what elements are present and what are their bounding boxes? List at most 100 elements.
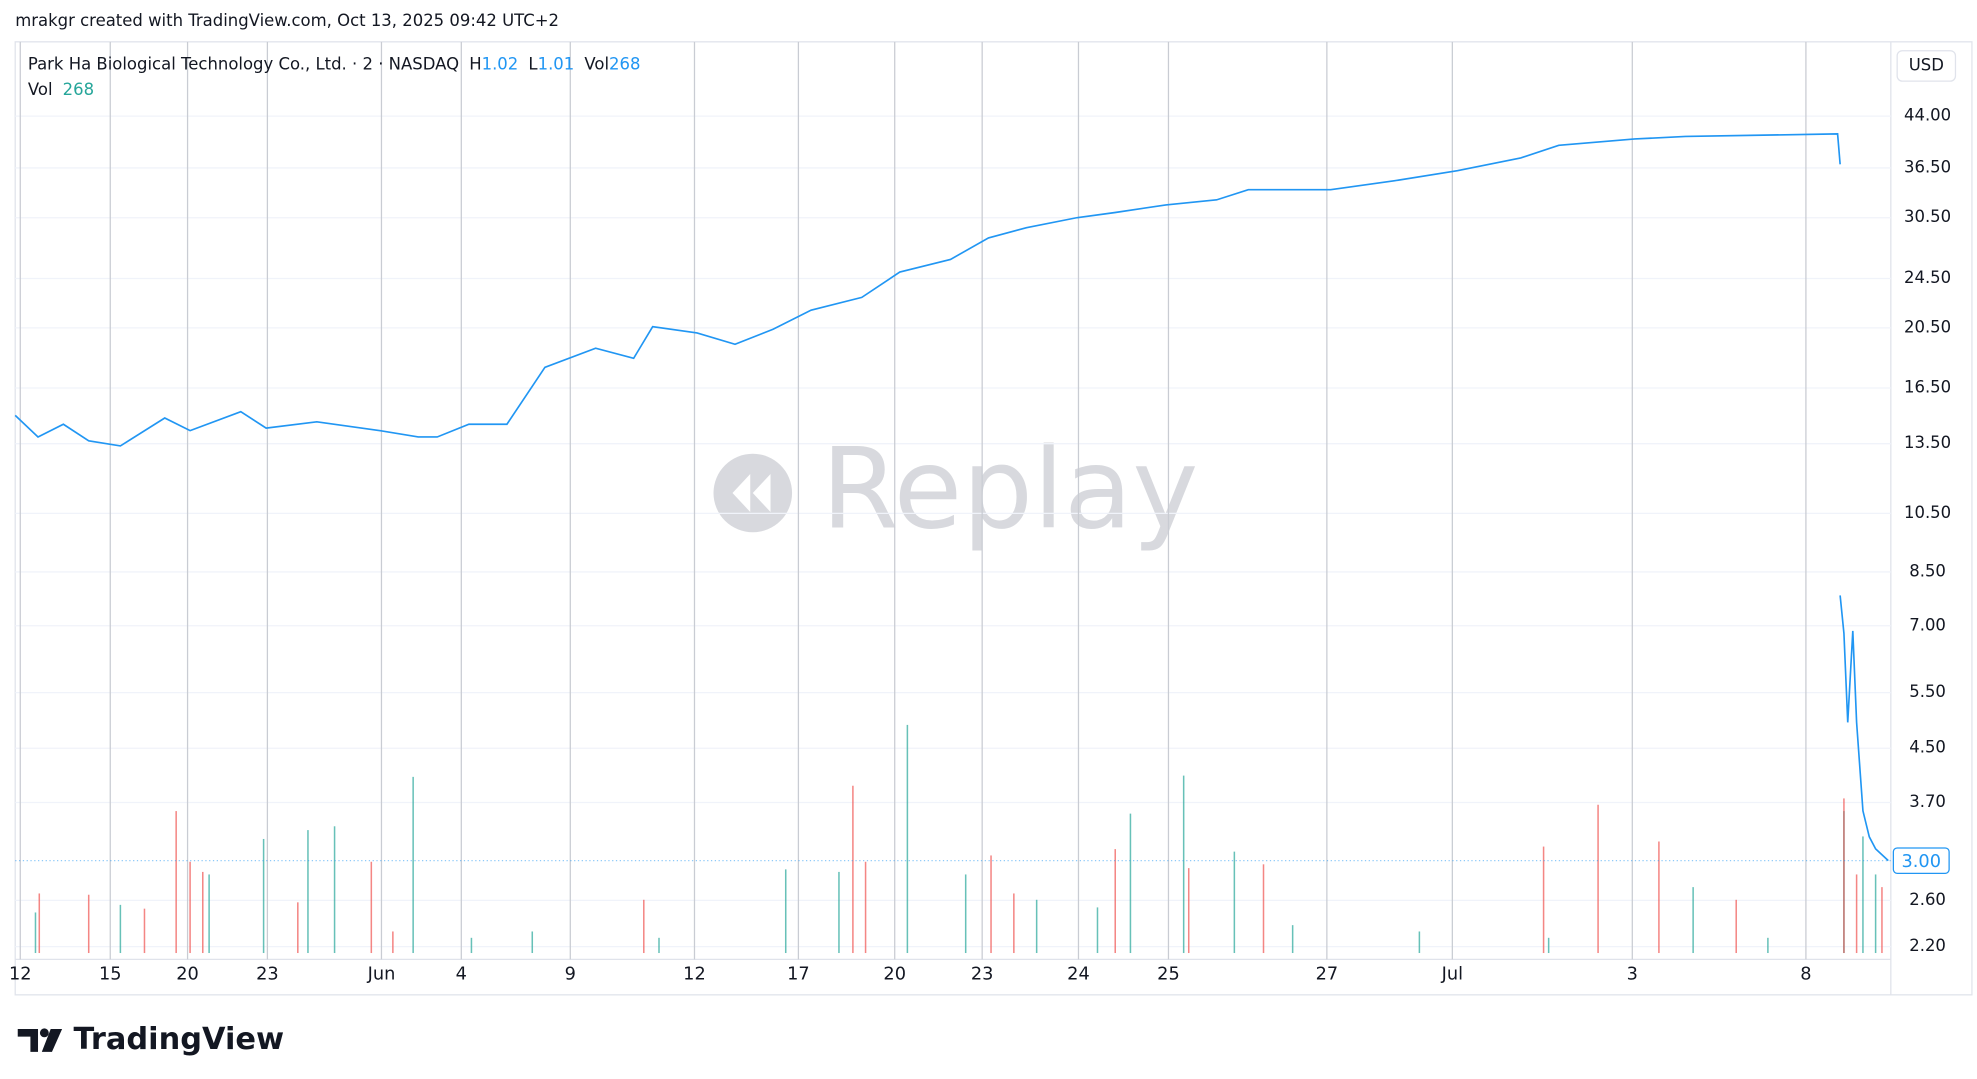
x-tick-label: 4 — [456, 965, 467, 985]
volume-legend: Vol 268 — [28, 79, 94, 98]
legend-line: Park Ha Biological Technology Co., Ltd. … — [28, 54, 641, 73]
x-tick-label: 25 — [1157, 965, 1180, 985]
logo-mark-slash — [41, 1029, 63, 1052]
volume-bar — [658, 937, 660, 954]
logo-mark-dot — [39, 1028, 49, 1038]
volume-bar — [333, 826, 336, 954]
volume-bar — [1182, 775, 1185, 954]
volume-bar — [990, 855, 992, 954]
brand-logo: TradingView — [17, 1022, 285, 1057]
volume-bar — [189, 861, 191, 954]
volume-bar — [38, 893, 41, 954]
x-tick-label: 20 — [176, 965, 199, 985]
volume-bar — [852, 785, 854, 954]
volume-bar — [1262, 864, 1265, 954]
volume-bar — [906, 724, 909, 954]
y-tick-label: 13.50 — [1904, 433, 1951, 452]
y-tick-label: 36.50 — [1904, 157, 1951, 176]
volume-bar — [531, 931, 534, 954]
y-tick-label: 44.00 — [1904, 106, 1951, 125]
x-tick-label: 17 — [787, 965, 810, 985]
volume-bar — [1291, 925, 1294, 954]
volume-bar — [1096, 907, 1099, 954]
y-tick-label: 20.50 — [1904, 317, 1951, 336]
volume-bar — [262, 838, 265, 954]
x-tick-label: 24 — [1067, 965, 1090, 985]
y-tick-label: 16.50 — [1904, 378, 1951, 397]
last-price-box — [1892, 847, 1950, 874]
logo-mark — [17, 1029, 39, 1052]
last-price-label: 3.00 — [1901, 852, 1941, 872]
x-tick-label: 20 — [883, 965, 906, 985]
volume-bar — [784, 869, 787, 954]
x-tick-label: 15 — [99, 965, 122, 985]
watermark-icon-arrows — [732, 473, 771, 512]
volume-bar — [412, 776, 414, 954]
x-tick-label: 27 — [1316, 965, 1339, 985]
y-tick-label: 2.20 — [1909, 936, 1946, 955]
volume-bar — [1597, 804, 1599, 954]
y-tick-label: 7.00 — [1909, 615, 1946, 634]
volume-bar — [1767, 937, 1769, 954]
currency[interactable]: USD — [1909, 55, 1944, 74]
price-line — [14, 133, 1889, 862]
chart-frame — [14, 41, 1973, 996]
y-tick-label: 8.50 — [1909, 561, 1946, 580]
x-tick-label: Jul — [1441, 965, 1463, 985]
volume-bar — [864, 861, 867, 954]
volume-bar — [1881, 887, 1883, 954]
x-tick-label: 3 — [1627, 965, 1638, 985]
legend-title: Park Ha Biological Technology Co., Ltd. … — [28, 54, 459, 73]
y-tick-label: 4.50 — [1909, 738, 1946, 757]
y-tick-label: 24.50 — [1904, 268, 1951, 287]
x-tick-label: 12 — [9, 965, 32, 985]
brand: TradingView — [74, 1022, 285, 1057]
watermark-text: Replay — [821, 425, 1198, 555]
volume-bar — [202, 871, 204, 954]
y-tick-label: 2.60 — [1909, 890, 1946, 909]
legend-low-key: L — [528, 54, 538, 73]
volume-legend-key: Vol — [28, 79, 53, 98]
volume-bar — [1114, 849, 1116, 954]
x-tick-label: 23 — [971, 965, 994, 985]
y-tick-label: 3.70 — [1909, 792, 1946, 811]
volume-bar — [34, 912, 37, 954]
volume-bar — [175, 811, 177, 954]
volume-bar — [1233, 851, 1236, 954]
volume-bar — [1862, 836, 1864, 954]
volume-bar — [208, 874, 210, 954]
volume-bar — [307, 830, 309, 954]
volume-bar — [1013, 893, 1015, 954]
x-tick-label: 9 — [565, 965, 576, 985]
volume-bar — [119, 904, 122, 954]
volume-bar — [1547, 937, 1550, 954]
watermark: Replay — [713, 425, 1198, 555]
volume-bar — [1129, 813, 1132, 954]
plot — [14, 41, 1891, 960]
volume-bar — [370, 861, 373, 954]
volume-legend-value: 268 — [63, 79, 94, 98]
volume-bar — [838, 871, 840, 954]
currency-button[interactable] — [1896, 50, 1957, 82]
volume-bar — [1035, 899, 1038, 954]
legend-vol-key: Vol — [584, 54, 609, 73]
volume-bar — [143, 908, 146, 954]
x-tick-label: Jun — [367, 965, 396, 985]
volume-bar — [1735, 899, 1737, 954]
y-tick-label: 30.50 — [1904, 207, 1951, 226]
volume-bar — [87, 894, 90, 954]
legend-vol: 268 — [609, 54, 640, 73]
legend-high-key: H — [469, 54, 481, 73]
volume-bar — [470, 937, 473, 954]
credit: mrakgr created with TradingView.com, Oct… — [15, 11, 559, 30]
legend-low: 1.01 — [538, 54, 575, 73]
volume-bar — [1692, 887, 1694, 954]
volume-bar — [1542, 846, 1545, 954]
volume-bar — [1418, 931, 1421, 954]
volume-bar — [1658, 841, 1660, 954]
legend-high: 1.02 — [482, 54, 519, 73]
volume-bar — [1187, 868, 1190, 954]
y-tick-label: 5.50 — [1909, 682, 1946, 701]
